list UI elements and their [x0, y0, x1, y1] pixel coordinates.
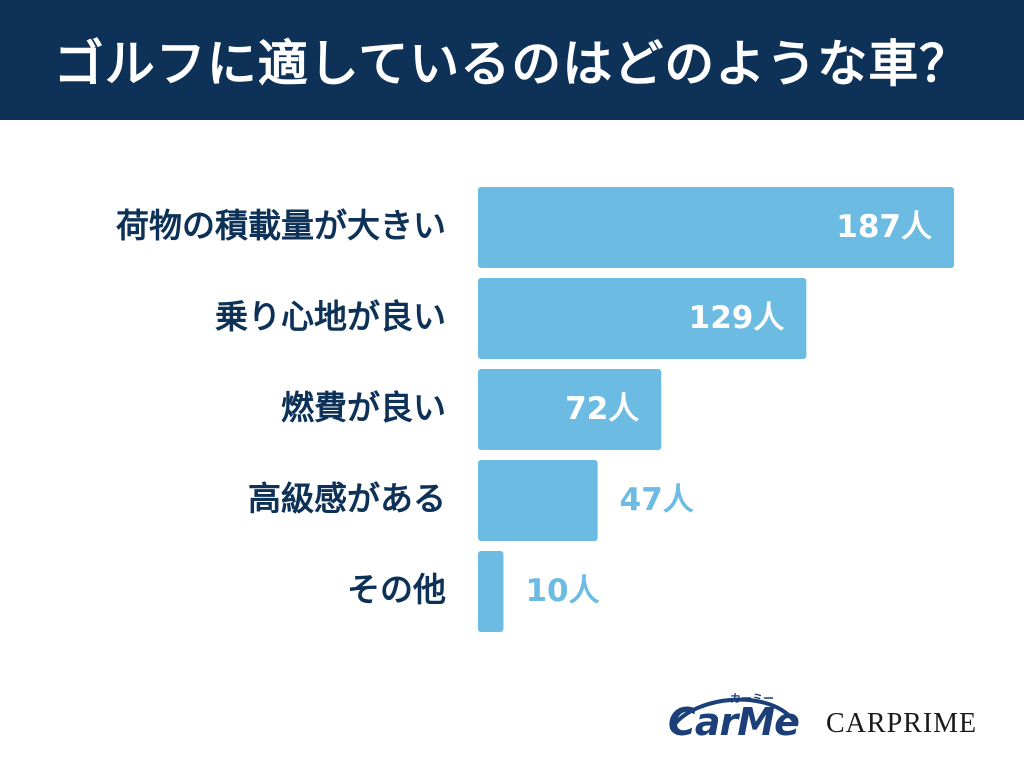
value-label-1: 129人: [689, 300, 785, 336]
page-title: ゴルフに適しているのはどのような車？: [53, 35, 971, 93]
carme-wordmark: CarMe: [668, 700, 800, 744]
carme-car-outline-icon: [670, 697, 798, 730]
category-label-1: 乗り心地が良い: [215, 297, 446, 336]
value-label-4: 10人: [525, 573, 599, 609]
bar-1: [478, 278, 807, 359]
value-label-0: 187人: [836, 209, 932, 245]
value-label-2: 72人: [565, 391, 639, 427]
bar-2: [478, 369, 662, 450]
category-label-0: 荷物の積載量が大きい: [116, 206, 446, 245]
header-banner: ゴルフに適しているのはどのような車？: [0, 0, 1024, 120]
bar-0: [478, 187, 954, 268]
category-label-4: その他: [347, 570, 446, 609]
bar-4: [478, 551, 504, 632]
category-label-3: 高級感がある: [248, 479, 446, 518]
category-label-2: 燃費が良い: [281, 388, 446, 427]
carme-kana-label: カーミー: [730, 692, 774, 705]
carme-logo: カーミー CarMe: [664, 688, 804, 750]
value-label-3: 47人: [620, 482, 694, 518]
carprime-logo: CARPRIME: [826, 708, 978, 739]
bar-3: [478, 460, 598, 541]
